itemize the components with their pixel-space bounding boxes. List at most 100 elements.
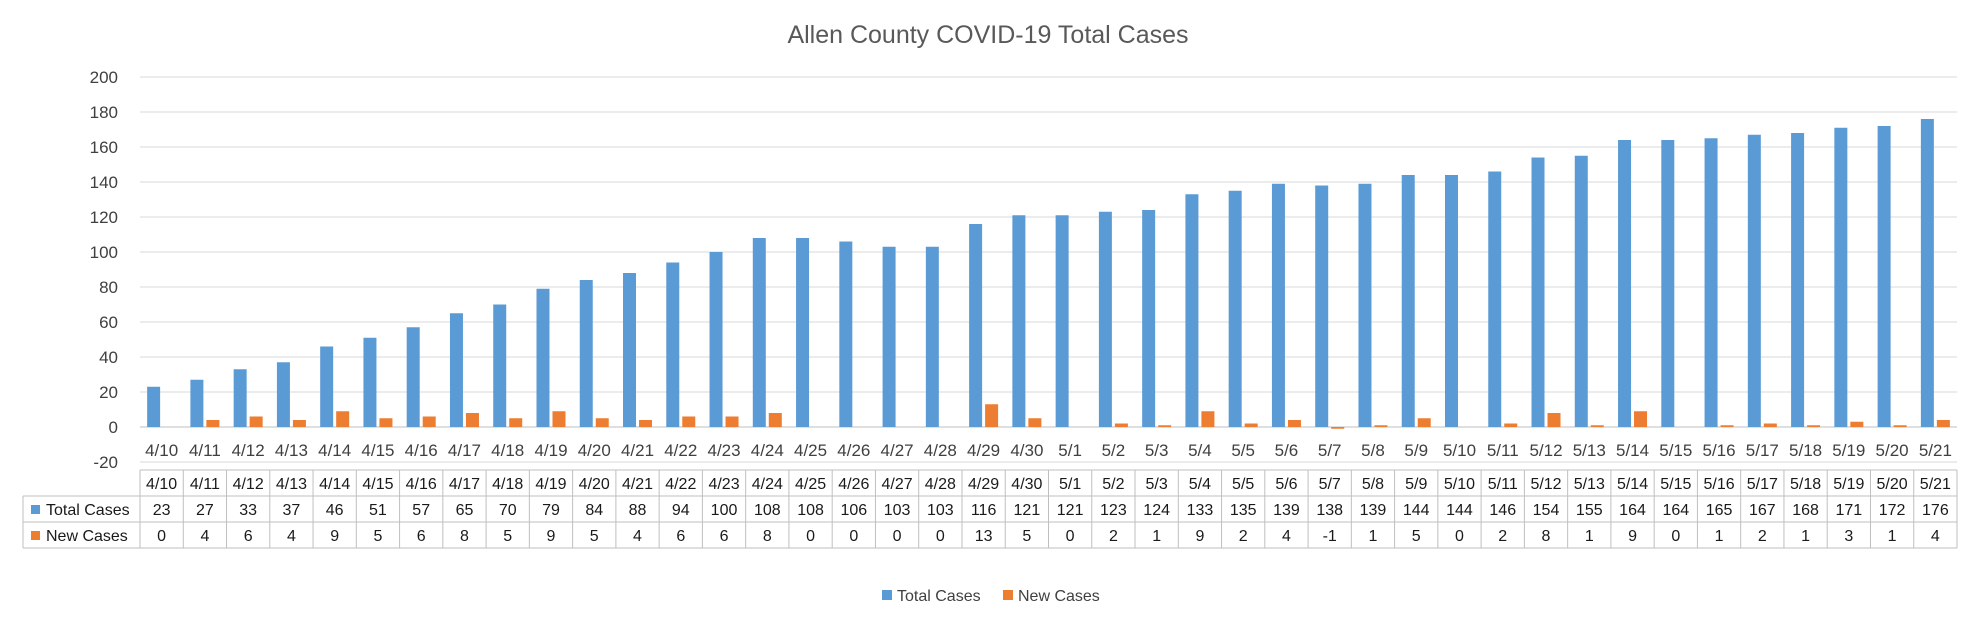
bar-total-cases [320, 346, 334, 427]
table-cell: 37 [283, 502, 301, 519]
table-cell: 5 [373, 528, 382, 545]
bar-new-cases [292, 420, 306, 427]
table-cell: 94 [672, 502, 690, 519]
bar-new-cases [985, 404, 999, 427]
data-table: 4/10 4/11 4/12 4/13 4/14 4/15 4/16 4/17 4/18 4/19… [22, 469, 1958, 549]
bar-new-cases [206, 420, 220, 427]
table-cell: 0 [849, 528, 858, 545]
table-header-cell: 5/21 [1920, 476, 1951, 493]
table-cell: 155 [1576, 502, 1603, 519]
bar-total-cases [363, 337, 377, 427]
table-cell: 57 [412, 502, 430, 519]
table-cell: 4 [287, 528, 296, 545]
x-tick-label: 4/13 [275, 441, 308, 460]
table-cell: 1 [1888, 528, 1897, 545]
table-header-cell: 5/4 [1189, 476, 1211, 493]
table-cell: 1 [1152, 528, 1161, 545]
table-cell: 6 [676, 528, 685, 545]
table-cell: 172 [1879, 502, 1906, 519]
table-cell: 144 [1446, 502, 1473, 519]
table-cell: 8 [763, 528, 772, 545]
bar-new-cases [682, 416, 696, 427]
table-cell: 33 [239, 502, 257, 519]
bar-total-cases [1315, 185, 1329, 427]
bar-total-cases [1704, 138, 1718, 427]
y-tick-label: 60 [99, 313, 118, 332]
table-cell: 139 [1273, 502, 1300, 519]
bar-total-cases [1877, 126, 1891, 427]
table-header-cell: 4/30 [1011, 476, 1042, 493]
bar-total-cases [1661, 140, 1675, 427]
table-header-cell: 5/9 [1405, 476, 1427, 493]
table-header-cell: 4/13 [276, 476, 307, 493]
bar-new-cases [1590, 425, 1604, 427]
table-header-cell: 5/17 [1747, 476, 1778, 493]
table-legend-key [31, 531, 40, 540]
x-tick-label: 5/21 [1919, 441, 1952, 460]
y-tick-label: 200 [90, 68, 118, 87]
gridlines [140, 76, 1957, 463]
bar-total-cases [449, 313, 463, 427]
bar-new-cases [1807, 425, 1821, 427]
x-tick-label: 4/22 [664, 441, 697, 460]
table-cell: 4 [200, 528, 209, 545]
table-cell: 23 [153, 502, 171, 519]
table-cell: 70 [499, 502, 517, 519]
table-cell: 13 [975, 528, 993, 545]
table-cell: 123 [1100, 502, 1127, 519]
x-tick-label: 4/14 [318, 441, 351, 460]
x-tick-label: 5/1 [1058, 441, 1082, 460]
table-cell: 8 [460, 528, 469, 545]
table-header-cell: 4/19 [535, 476, 566, 493]
table-cell: 2 [1239, 528, 1248, 545]
table-cell: 154 [1533, 502, 1560, 519]
table-header-cell: 4/29 [968, 476, 999, 493]
x-tick-label: 4/25 [794, 441, 827, 460]
table-legend-key [31, 505, 40, 514]
bar-total-cases [147, 386, 161, 427]
bar-new-cases [336, 411, 350, 427]
x-tick-label: 4/23 [707, 441, 740, 460]
table-cell: 3 [1844, 528, 1853, 545]
x-tick-label: 5/16 [1703, 441, 1736, 460]
bar-new-cases [1287, 420, 1301, 427]
table-cell: 167 [1749, 502, 1776, 519]
bar-total-cases [536, 288, 550, 427]
bar-total-cases [493, 304, 507, 427]
table-cell: 0 [1455, 528, 1464, 545]
table-cell: 135 [1230, 502, 1257, 519]
table-cell: 6 [720, 528, 729, 545]
table-cell: 1 [1801, 528, 1810, 545]
bar-new-cases [1720, 425, 1734, 427]
table-cell: 5 [1022, 528, 1031, 545]
table-cell: 168 [1792, 502, 1819, 519]
table-cell: 8 [1542, 528, 1551, 545]
bar-new-cases [1763, 423, 1777, 427]
bar-total-cases [190, 379, 204, 427]
table-header-cell: 5/2 [1102, 476, 1124, 493]
bar-new-cases [768, 413, 782, 427]
x-tick-label: 4/20 [578, 441, 611, 460]
table-cell: 5 [503, 528, 512, 545]
bar-total-cases [1531, 157, 1545, 427]
table-header-cell: 5/8 [1362, 476, 1384, 493]
bar-new-cases [1417, 418, 1431, 427]
x-tick-label: 5/11 [1487, 441, 1519, 460]
table-cell: 124 [1143, 502, 1170, 519]
bar-new-cases [1114, 423, 1128, 427]
table-cell: 0 [893, 528, 902, 545]
bar-total-cases [276, 362, 290, 427]
table-cell: 164 [1619, 502, 1646, 519]
x-tick-label: 5/3 [1145, 441, 1169, 460]
table-header-cell: 4/24 [752, 476, 783, 493]
bar-total-cases [1358, 183, 1372, 427]
bar-total-cases [1185, 194, 1199, 427]
y-axis: -20 0 20 40 60 80 100 120 140 160 180 200 [90, 68, 118, 472]
x-tick-label: 5/7 [1318, 441, 1342, 460]
table-row-label: Total Cases [46, 502, 130, 519]
table-cell: 100 [711, 502, 738, 519]
table-header-cell: 5/1 [1059, 476, 1081, 493]
x-tick-label: 5/20 [1876, 441, 1909, 460]
legend-swatch [882, 590, 892, 600]
